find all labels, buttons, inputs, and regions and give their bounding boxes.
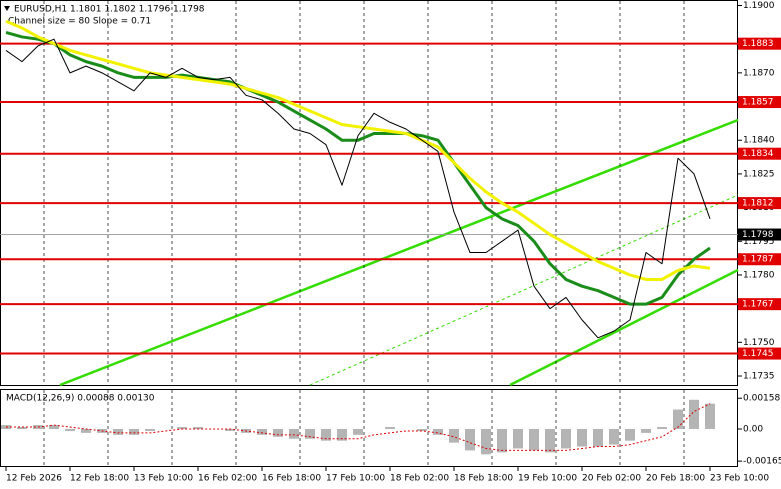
level-label: 1.1883: [742, 39, 774, 49]
bar: [17, 427, 27, 429]
macd-title: MACD(12,26,9) 0.00088 0.00130: [6, 394, 155, 404]
x-tick-label: 19 Feb 10:00: [518, 474, 577, 484]
main-frame: [0, 0, 738, 386]
chart-subtitle: Channel size = 80 Slope = 0.71: [8, 17, 151, 27]
level-label-bg: [738, 347, 781, 360]
x-tick-label: 20 Feb 02:00: [582, 474, 641, 484]
bar: [497, 429, 507, 453]
macd-frame: [0, 389, 738, 467]
chart-title: EURUSD,H1 1.1801 1.1802 1.1796 1.1798: [14, 5, 205, 15]
y-tick-label: 0.00: [743, 425, 763, 435]
bar: [145, 429, 155, 431]
bar: [337, 429, 347, 441]
level-label-bg: [738, 253, 781, 266]
channel-upper: [59, 118, 739, 387]
level-label: 1.1834: [742, 149, 774, 159]
y-tick-label: 1.1900: [743, 1, 775, 11]
series-line: [5, 30, 711, 306]
bar: [49, 425, 59, 429]
x-tick-label: 18 Feb 18:00: [454, 474, 513, 484]
bar: [113, 429, 123, 435]
y-tick-label: 1.1825: [743, 169, 775, 179]
channel-lower: [509, 268, 739, 387]
bar: [529, 429, 539, 451]
bar: [561, 429, 571, 449]
y-tick-label: 1.1780: [743, 270, 775, 280]
series-line: [5, 38, 711, 339]
bar: [353, 429, 363, 435]
bar: [577, 429, 587, 447]
y-tick-label: 1.1735: [743, 372, 775, 382]
series-line: [6, 403, 711, 451]
y-tick-label: 1.1795: [743, 237, 775, 247]
bar: [433, 429, 443, 435]
x-tick-label: 23 Feb 10:00: [710, 474, 769, 484]
bar: [545, 429, 555, 453]
y-tick-label: 1.1750: [743, 338, 775, 348]
bar: [465, 429, 475, 451]
x-tick-label: 12 Feb 18:00: [70, 474, 129, 484]
level-label-bg: [738, 197, 781, 210]
bar: [257, 429, 267, 435]
symbol-marker: [4, 6, 10, 11]
level-label-bg: [738, 37, 781, 50]
bar: [273, 429, 283, 437]
bar: [65, 429, 75, 431]
y-tick-label: -0.00165: [743, 457, 781, 467]
bar: [81, 429, 91, 433]
bar: [321, 429, 331, 441]
bar: [625, 429, 635, 441]
bar: [673, 409, 683, 429]
bar: [177, 427, 187, 429]
x-tick-label: 18 Feb 02:00: [390, 474, 449, 484]
x-tick-label: 17 Feb 10:00: [326, 474, 385, 484]
level-label: 1.1857: [742, 98, 774, 108]
y-tick-label: 1.1840: [743, 136, 775, 146]
bar: [689, 399, 699, 429]
bar: [225, 429, 235, 431]
level-label-bg: [738, 298, 781, 311]
series-line: [5, 19, 711, 281]
level-label-bg: [738, 147, 781, 160]
bar: [513, 429, 523, 449]
y-tick-label: 1.1870: [743, 68, 775, 78]
bar: [609, 429, 619, 445]
bar: [705, 403, 715, 429]
x-tick-label: 13 Feb 10:00: [134, 474, 193, 484]
bar: [641, 429, 651, 433]
level-label: 1.1745: [742, 349, 774, 359]
bar: [305, 429, 315, 439]
level-label: 1.1787: [742, 255, 774, 265]
x-tick-label: 16 Feb 02:00: [198, 474, 257, 484]
bar: [481, 429, 491, 455]
bar: [449, 429, 459, 443]
y-tick-label: 0.00158: [743, 394, 780, 404]
bar: [417, 429, 427, 431]
channel-middle: [309, 194, 739, 386]
x-tick-label: 16 Feb 18:00: [262, 474, 321, 484]
bar: [385, 427, 395, 429]
level-label: 1.1812: [742, 199, 774, 209]
bar: [193, 427, 203, 429]
level-label-bg: [738, 96, 781, 109]
x-tick-label: 20 Feb 18:00: [646, 474, 705, 484]
bar: [657, 427, 667, 429]
bar: [289, 429, 299, 439]
bar: [129, 429, 139, 435]
bar: [593, 429, 603, 447]
x-tick-label: 12 Feb 2026: [6, 474, 62, 484]
current-price-label: 1.1798: [742, 230, 774, 240]
current-price-bg: [738, 228, 781, 241]
level-label: 1.1767: [742, 300, 774, 310]
